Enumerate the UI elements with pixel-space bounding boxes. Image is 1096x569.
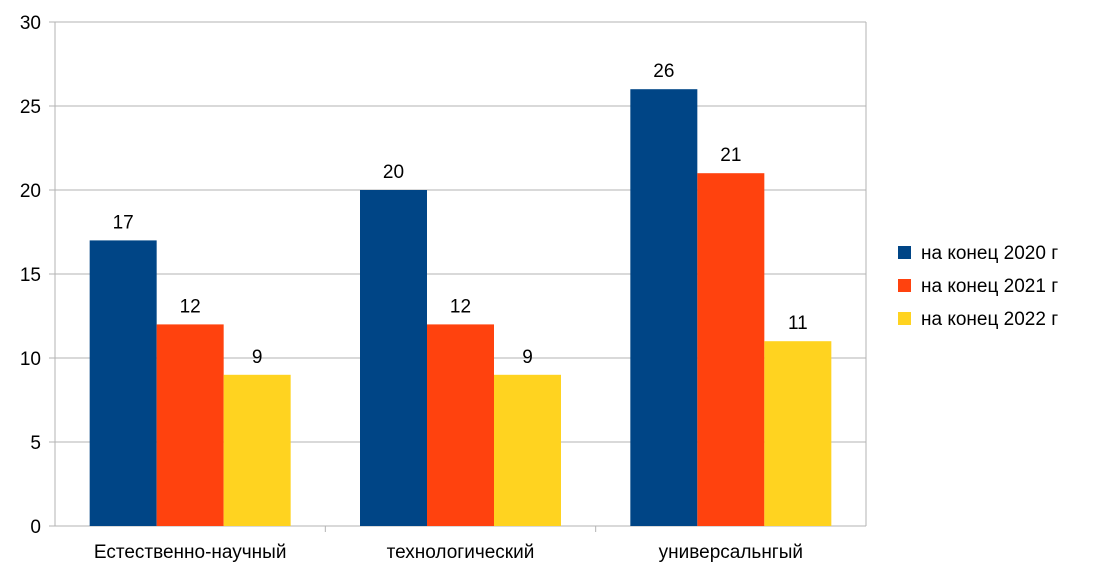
- data-label: 26: [653, 61, 674, 82]
- data-label: 17: [113, 212, 134, 233]
- y-tick-label: 15: [20, 265, 41, 286]
- bar-1-series-1: [89, 240, 157, 526]
- y-tick-label: 30: [20, 13, 41, 34]
- x-category-label: универсальнгый: [659, 542, 803, 563]
- y-tick-label: 10: [20, 349, 41, 370]
- bar-2-series-3: [494, 374, 561, 526]
- axes: 0 5 10 15 20 25 30 Естественно-научный технологи…: [20, 13, 867, 563]
- legend-label-2: на конец 2021 г: [921, 276, 1058, 297]
- legend-label-3: на конец 2022 г: [921, 309, 1058, 330]
- y-tick-label: 0: [30, 517, 41, 538]
- data-label: 20: [383, 162, 404, 183]
- legend-label-1: на конец 2020 г: [921, 243, 1058, 264]
- data-label: 9: [252, 347, 263, 368]
- bars: [89, 89, 832, 526]
- legend: на конец 2020 г на конец 2021 г на конец 2…: [898, 243, 1058, 330]
- data-label: 21: [720, 145, 741, 166]
- bar-2-series-2: [427, 324, 494, 526]
- x-category-label: Естественно-научный: [94, 542, 287, 563]
- bar-3-series-2: [697, 173, 765, 526]
- y-tick-label: 25: [20, 97, 41, 118]
- legend-swatch-2: [898, 279, 911, 292]
- bar-2-series-1: [360, 190, 427, 526]
- data-label: 12: [180, 296, 201, 317]
- bar-1-series-3: [223, 374, 291, 526]
- data-labels: 17 12 9 20 12 9 26 21 11: [113, 61, 808, 368]
- legend-swatch-1: [898, 246, 911, 259]
- data-label: 12: [450, 296, 471, 317]
- data-label: 9: [522, 347, 533, 368]
- legend-swatch-3: [898, 312, 911, 325]
- bar-3-series-1: [630, 89, 698, 526]
- y-tick-label: 5: [30, 433, 41, 454]
- data-label: 11: [788, 313, 808, 334]
- y-tick-label: 20: [20, 181, 41, 202]
- x-category-label: технологический: [387, 542, 535, 563]
- bar-1-series-2: [156, 324, 224, 526]
- bar-3-series-3: [764, 341, 832, 526]
